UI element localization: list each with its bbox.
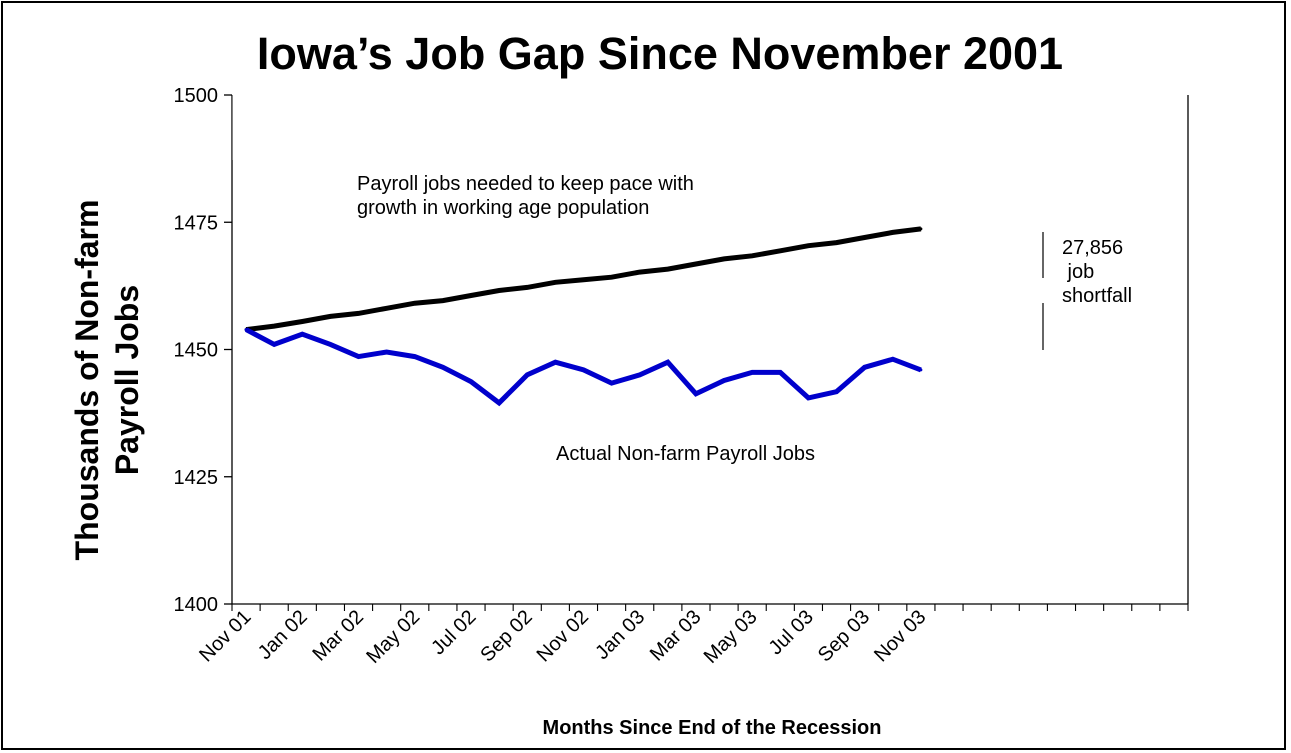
series-0-point-12 [581,278,585,282]
series-0-point-18 [750,254,754,258]
x-tick-label-2: Jan 02 [254,606,312,664]
x-axis-label: Months Since End of the Recession [542,717,882,739]
series-0-point-16 [694,262,698,266]
y-tick-label-1400: 1400 [174,594,219,616]
series-0-point-20 [806,244,810,248]
series-0-point-23 [891,230,895,234]
series-label-needed-line-1: Payroll jobs needed to keep pace with [357,173,694,195]
series-1-point-15 [666,360,670,364]
x-tick-label-16: Mar 03 [646,606,706,666]
series-1-point-20 [806,396,810,400]
series-line-1 [244,327,922,407]
series-0-point-19 [778,249,782,253]
series-0-point-15 [666,267,670,271]
series-1-point-10 [525,373,529,377]
gap-annotation-word-2: shortfall [1062,285,1133,307]
series-0-point-10 [525,285,529,289]
series-0-point-3 [328,314,332,318]
x-tick-label-10: Sep 02 [476,606,536,666]
series-0-point-17 [722,257,726,261]
x-tick-label-20: Jul 03 [765,606,818,659]
series-1-point-7 [441,365,445,369]
series-0-point-4 [357,311,361,315]
x-tick-label-24: Nov 03 [870,606,930,666]
series-0-point-2 [300,320,304,324]
y-tick-label-1425: 1425 [174,467,219,489]
series-1-point-22 [863,365,867,369]
x-tick-label-8: Jul 02 [427,606,480,659]
series-1-point-13 [610,381,614,385]
series-1-point-9 [497,401,501,405]
series-0-point-6 [413,301,417,305]
chart-title: Iowa’s Job Gap Since November 2001 [256,28,1064,79]
series-0-point-11 [553,280,557,284]
series-1-point-6 [413,355,417,359]
series-0-point-14 [638,270,642,274]
series-1-point-1 [272,342,276,346]
series-1-point-3 [328,342,332,346]
series-1-point-19 [778,370,782,374]
series-0-point-13 [610,275,614,279]
series-1-point-17 [722,379,726,383]
series-label-actual: Actual Non-farm Payroll Jobs [556,443,815,465]
series-1-point-21 [835,390,839,394]
x-tick-label-22: Sep 03 [814,606,874,666]
series-1-point-12 [581,368,585,372]
x-tick-label-6: May 02 [362,606,424,668]
series-label-needed-line-2: growth in working age population [357,197,650,219]
series-1-point-18 [750,370,754,374]
series-1-point-23 [891,357,895,361]
series-0-point-21 [835,241,839,245]
series-1-point-0 [244,328,248,332]
gap-annotation: 27,856 job shortfall [1062,236,1132,308]
gap-annotation-value: 27,856 [1062,237,1124,259]
series-label-needed: Payroll jobs needed to keep pace with gr… [357,172,694,220]
x-tick-label-14: Jan 03 [591,606,649,664]
series-1-point-5 [385,350,389,354]
x-tick-label-12: Nov 02 [533,606,593,666]
x-tick-label-18: May 03 [700,606,762,668]
gap-annotation-word-1: job [1062,261,1095,283]
series-0-point-24 [919,227,923,231]
series-1-point-24 [919,368,923,372]
series-1-point-8 [469,380,473,384]
series-0-point-1 [272,324,276,328]
y-tick-label-1500: 1500 [174,85,219,107]
series-0-point-5 [385,306,389,310]
series-1-point-11 [553,360,557,364]
series-1-point-16 [694,392,698,396]
y-tick-label-1475: 1475 [174,212,219,234]
series-1-point-4 [357,355,361,359]
series-1-point-2 [300,332,304,336]
series-1-point-14 [638,373,642,377]
series-0-point-9 [497,288,501,292]
x-tick-label-4: Mar 02 [308,606,368,666]
series-0-point-22 [863,236,867,240]
y-tick-label-1450: 1450 [174,340,219,362]
series-0-point-7 [441,299,445,303]
series-0-point-8 [469,294,473,298]
